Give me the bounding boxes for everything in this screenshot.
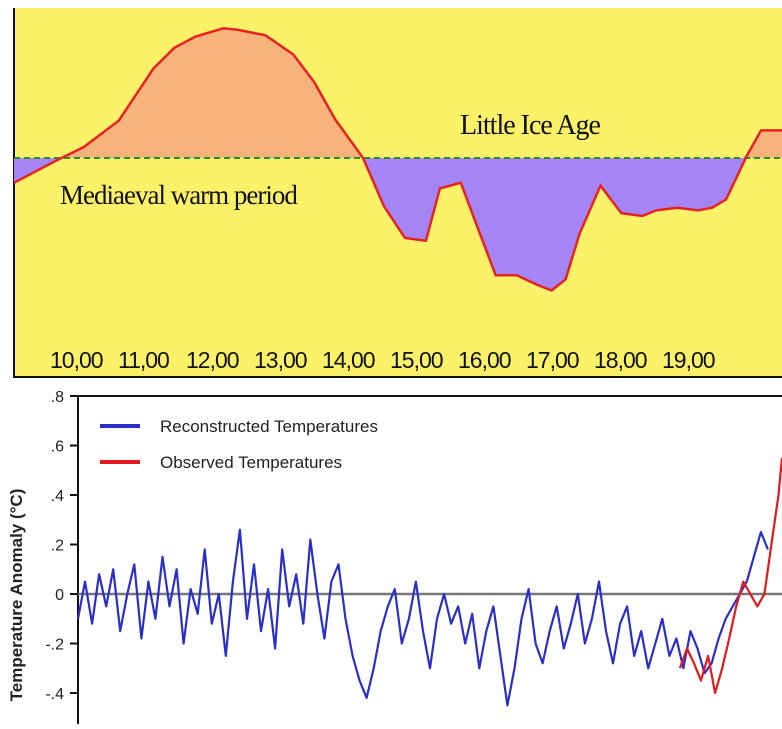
top-x-tick-label: 14,00 bbox=[322, 347, 375, 373]
top-x-tick-label: 11,00 bbox=[118, 347, 169, 373]
y-tick-label: .8 bbox=[51, 389, 64, 406]
legend-label-observed: Observed Temperatures bbox=[160, 453, 342, 472]
warm-period-area bbox=[14, 28, 782, 158]
mediaeval-warm-period-label: Mediaeval warm period bbox=[60, 180, 298, 210]
cold-period-area bbox=[14, 158, 782, 291]
legend: Reconstructed Temperatures Observed Temp… bbox=[100, 417, 378, 472]
top-x-tick-label: 12,00 bbox=[186, 347, 239, 373]
temperature-anomaly-chart: .8 .6 .4 .2 0 -.2 -.4 Reconstructed Temperatur… bbox=[0, 380, 782, 724]
top-x-tick-label: 17,00 bbox=[526, 347, 579, 373]
schematic-chart-svg: Mediaeval warm period Little Ice Age 10,… bbox=[13, 8, 782, 378]
little-ice-age-label: Little Ice Age bbox=[460, 110, 601, 141]
y-tick-label: -.4 bbox=[45, 686, 64, 703]
temperature-curve bbox=[13, 27, 782, 292]
top-x-tick-label: 18,00 bbox=[594, 347, 647, 373]
y-axis-label: Temperature Anomaly (°C) bbox=[7, 489, 26, 702]
reconstructed-temperatures-line bbox=[76, 528, 769, 707]
y-tick-label: 0 bbox=[55, 587, 64, 604]
y-axis-ticks: .8 .6 .4 .2 0 -.2 -.4 bbox=[45, 389, 78, 703]
bottom-chart-background bbox=[0, 380, 782, 724]
top-x-tick-labels: 10,00 11,00 12,00 13,00 14,00 15,00 16,00 17,00… bbox=[50, 347, 716, 373]
top-x-tick-label: 10,00 bbox=[50, 347, 103, 373]
y-tick-label: .4 bbox=[51, 488, 64, 505]
top-x-tick-label: 16,00 bbox=[458, 347, 511, 373]
top-x-tick-label: 13,00 bbox=[254, 347, 307, 373]
anomaly-chart-svg: .8 .6 .4 .2 0 -.2 -.4 Reconstructed Temperatur… bbox=[0, 380, 782, 724]
y-tick-label: .2 bbox=[51, 538, 64, 555]
y-tick-label: .6 bbox=[51, 439, 64, 456]
y-tick-label: -.2 bbox=[45, 637, 64, 654]
legend-label-reconstructed: Reconstructed Temperatures bbox=[160, 417, 378, 436]
schematic-temperature-chart: Mediaeval warm period Little Ice Age 10,… bbox=[13, 8, 782, 378]
top-x-tick-label: 19,00 bbox=[662, 347, 715, 373]
observed-temperatures-line bbox=[678, 457, 782, 695]
top-x-tick-label: 15,00 bbox=[390, 347, 443, 373]
